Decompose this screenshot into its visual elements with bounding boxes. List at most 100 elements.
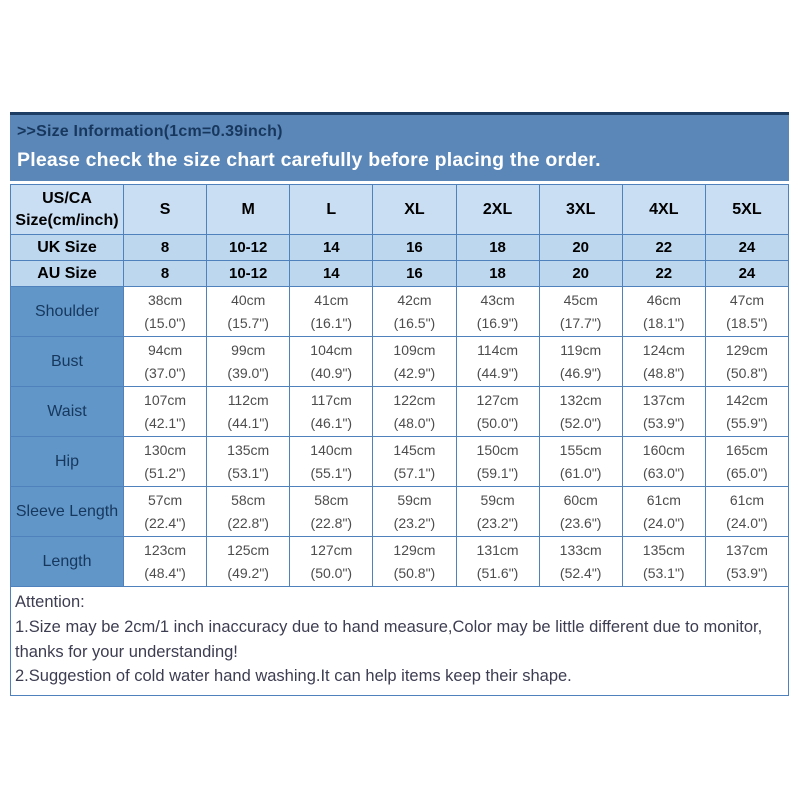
sleeve-length-value: 61cm (24.0") <box>704 486 790 537</box>
shoulder-value: 43cm (16.9") <box>455 286 540 337</box>
waist-value: 107cm (42.1") <box>122 386 208 437</box>
shoulder-value: 41cm (16.1") <box>289 286 374 337</box>
sleeve-length-value: 59cm (23.2") <box>372 486 457 537</box>
column-header-2xl: 2XL <box>455 184 540 235</box>
hip-value: 160cm (63.0") <box>621 436 706 487</box>
hip-value: 135cm (53.1") <box>206 436 291 487</box>
bust-value: 99cm (39.0") <box>206 336 291 387</box>
table-header-row: US/CA Size(cm/inch) S M L XL 2XL 3XL 4XL… <box>10 184 790 235</box>
shoulder-value: 46cm (18.1") <box>621 286 706 337</box>
shoulder-label: Shoulder <box>10 286 124 337</box>
sleeve-length-value: 58cm (22.8") <box>206 486 291 537</box>
uk-size-value: 24 <box>704 234 790 261</box>
size-chart-sheet: >>Size Information(1cm=0.39inch) Please … <box>10 112 790 696</box>
bust-value: 129cm (50.8") <box>704 336 790 387</box>
corner-header-line2: Size(cm/inch) <box>15 211 119 229</box>
shoulder-value: 40cm (15.7") <box>206 286 291 337</box>
uk-size-value: 20 <box>538 234 623 261</box>
uk-size-value: 22 <box>621 234 706 261</box>
uk-size-value: 16 <box>372 234 457 261</box>
bust-value: 94cm (37.0") <box>122 336 208 387</box>
waist-value: 112cm (44.1") <box>206 386 291 437</box>
size-chart-notice: Please check the size chart carefully be… <box>17 149 601 171</box>
hip-value: 130cm (51.2") <box>122 436 208 487</box>
waist-value: 137cm (53.9") <box>621 386 706 437</box>
waist-value: 142cm (55.9") <box>704 386 790 437</box>
sleeve-length-label: Sleeve Length <box>10 486 124 537</box>
au-size-value: 18 <box>455 260 540 287</box>
length-value: 125cm (49.2") <box>206 536 291 587</box>
waist-value: 132cm (52.0") <box>538 386 623 437</box>
length-value: 137cm (53.9") <box>704 536 790 587</box>
bust-value: 104cm (40.9") <box>289 336 374 387</box>
au-size-value: 24 <box>704 260 790 287</box>
column-header-l: L <box>289 184 374 235</box>
uk-size-value: 18 <box>455 234 540 261</box>
au-size-row: AU Size 8 10-12 14 16 18 20 22 24 <box>10 260 790 287</box>
title-band: >>Size Information(1cm=0.39inch) Please … <box>10 112 789 181</box>
hip-value: 165cm (65.0") <box>704 436 790 487</box>
au-size-value: 10-12 <box>206 260 291 287</box>
attention-item-2: 2.Suggestion of cold water hand washing.… <box>15 667 572 686</box>
length-label: Length <box>10 536 124 587</box>
hip-value: 145cm (57.1") <box>372 436 457 487</box>
sleeve-length-value: 57cm (22.4") <box>122 486 208 537</box>
length-value: 131cm (51.6") <box>455 536 540 587</box>
length-value: 127cm (50.0") <box>289 536 374 587</box>
column-header-4xl: 4XL <box>621 184 706 235</box>
au-size-value: 8 <box>122 260 208 287</box>
uk-size-value: 10-12 <box>206 234 291 261</box>
hip-value: 150cm (59.1") <box>455 436 540 487</box>
shoulder-value: 42cm (16.5") <box>372 286 457 337</box>
attention-title: Attention: <box>15 593 85 611</box>
uk-size-row: UK Size 8 10-12 14 16 18 20 22 24 <box>10 234 790 261</box>
sleeve-length-value: 58cm (22.8") <box>289 486 374 537</box>
length-value: 129cm (50.8") <box>372 536 457 587</box>
size-table: US/CA Size(cm/inch) S M L XL 2XL 3XL 4XL… <box>10 184 790 587</box>
bust-value: 109cm (42.9") <box>372 336 457 387</box>
uk-size-value: 8 <box>122 234 208 261</box>
corner-header-line1: US/CA <box>42 189 92 207</box>
waist-value: 122cm (48.0") <box>372 386 457 437</box>
length-value: 123cm (48.4") <box>122 536 208 587</box>
hip-row: Hip 130cm (51.2") 135cm (53.1") 140cm (55.1… <box>10 436 790 487</box>
bust-value: 114cm (44.9") <box>455 336 540 387</box>
au-size-label: AU Size <box>10 260 124 287</box>
sleeve-length-row: Sleeve Length 57cm (22.4") 58cm (22.8") 58… <box>10 486 790 537</box>
shoulder-row: Shoulder 38cm (15.0") 40cm (15.7") 41cm (16… <box>10 286 790 337</box>
waist-value: 117cm (46.1") <box>289 386 374 437</box>
au-size-value: 16 <box>372 260 457 287</box>
sleeve-length-value: 59cm (23.2") <box>455 486 540 537</box>
au-size-value: 20 <box>538 260 623 287</box>
shoulder-value: 47cm (18.5") <box>704 286 790 337</box>
corner-header-cell: US/CA Size(cm/inch) <box>10 184 124 235</box>
sleeve-length-value: 60cm (23.6") <box>538 486 623 537</box>
au-size-value: 14 <box>289 260 374 287</box>
bust-value: 119cm (46.9") <box>538 336 623 387</box>
attention-item-1: 1.Size may be 2cm/1 inch inaccuracy due … <box>15 617 763 661</box>
bust-row: Bust 94cm (37.0") 99cm (39.0") 104cm (40.9"… <box>10 336 790 387</box>
uk-size-value: 14 <box>289 234 374 261</box>
size-information-title: >>Size Information(1cm=0.39inch) <box>17 123 283 140</box>
column-header-m: M <box>206 184 291 235</box>
length-value: 135cm (53.1") <box>621 536 706 587</box>
hip-value: 155cm (61.0") <box>538 436 623 487</box>
column-header-s: S <box>122 184 208 235</box>
shoulder-value: 45cm (17.7") <box>538 286 623 337</box>
uk-size-label: UK Size <box>10 234 124 261</box>
shoulder-value: 38cm (15.0") <box>122 286 208 337</box>
hip-value: 140cm (55.1") <box>289 436 374 487</box>
length-value: 133cm (52.4") <box>538 536 623 587</box>
column-header-xl: XL <box>372 184 457 235</box>
column-header-3xl: 3XL <box>538 184 623 235</box>
column-header-5xl: 5XL <box>704 184 790 235</box>
bust-value: 124cm (48.8") <box>621 336 706 387</box>
length-row: Length 123cm (48.4") 125cm (49.2") 127cm (5… <box>10 536 790 587</box>
attention-note: Attention: 1.Size may be 2cm/1 inch inac… <box>10 587 789 696</box>
waist-value: 127cm (50.0") <box>455 386 540 437</box>
bust-label: Bust <box>10 336 124 387</box>
hip-label: Hip <box>10 436 124 487</box>
waist-row: Waist 107cm (42.1") 112cm (44.1") 117cm (46… <box>10 386 790 437</box>
sleeve-length-value: 61cm (24.0") <box>621 486 706 537</box>
